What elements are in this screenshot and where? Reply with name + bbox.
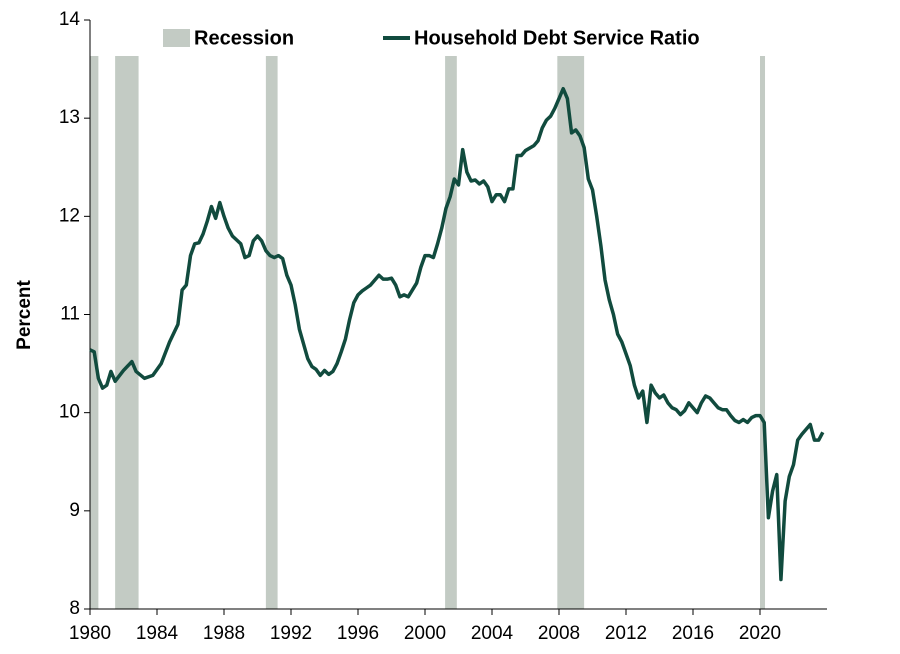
x-tick-label: 1984: [136, 623, 179, 644]
x-tick-label: 1988: [203, 623, 245, 644]
recession-band: [760, 56, 766, 609]
y-tick-label: 8: [69, 598, 80, 619]
x-tick-label: 2000: [404, 623, 446, 644]
x-tick-label: 1996: [337, 623, 379, 644]
x-tick-label: 2004: [471, 623, 514, 644]
recession-band: [557, 56, 585, 609]
y-tick-label: 12: [59, 205, 80, 226]
y-axis-label: Percent: [14, 279, 35, 349]
y-tick-label: 11: [60, 304, 80, 325]
x-tick-label: 2016: [672, 623, 714, 644]
y-tick-label: 9: [69, 500, 80, 521]
recession-band: [265, 56, 278, 609]
x-tick-label: 2012: [605, 623, 647, 644]
x-tick-label: 1992: [270, 623, 312, 644]
recession-band: [445, 56, 457, 609]
x-tick-label: 2008: [538, 623, 580, 644]
x-tick-label: 2020: [739, 623, 781, 644]
y-tick-label: 13: [59, 107, 80, 128]
x-tick-label: 1980: [69, 623, 111, 644]
series-line: [89, 86, 825, 582]
recession-band: [115, 56, 139, 609]
recession-band: [90, 56, 99, 609]
legend-label: Recession: [194, 27, 294, 49]
y-tick-label: 10: [59, 402, 80, 423]
y-tick-label: 14: [59, 9, 81, 30]
legend-swatch: [163, 29, 190, 47]
legend-label: Household Debt Service Ratio: [414, 27, 700, 49]
